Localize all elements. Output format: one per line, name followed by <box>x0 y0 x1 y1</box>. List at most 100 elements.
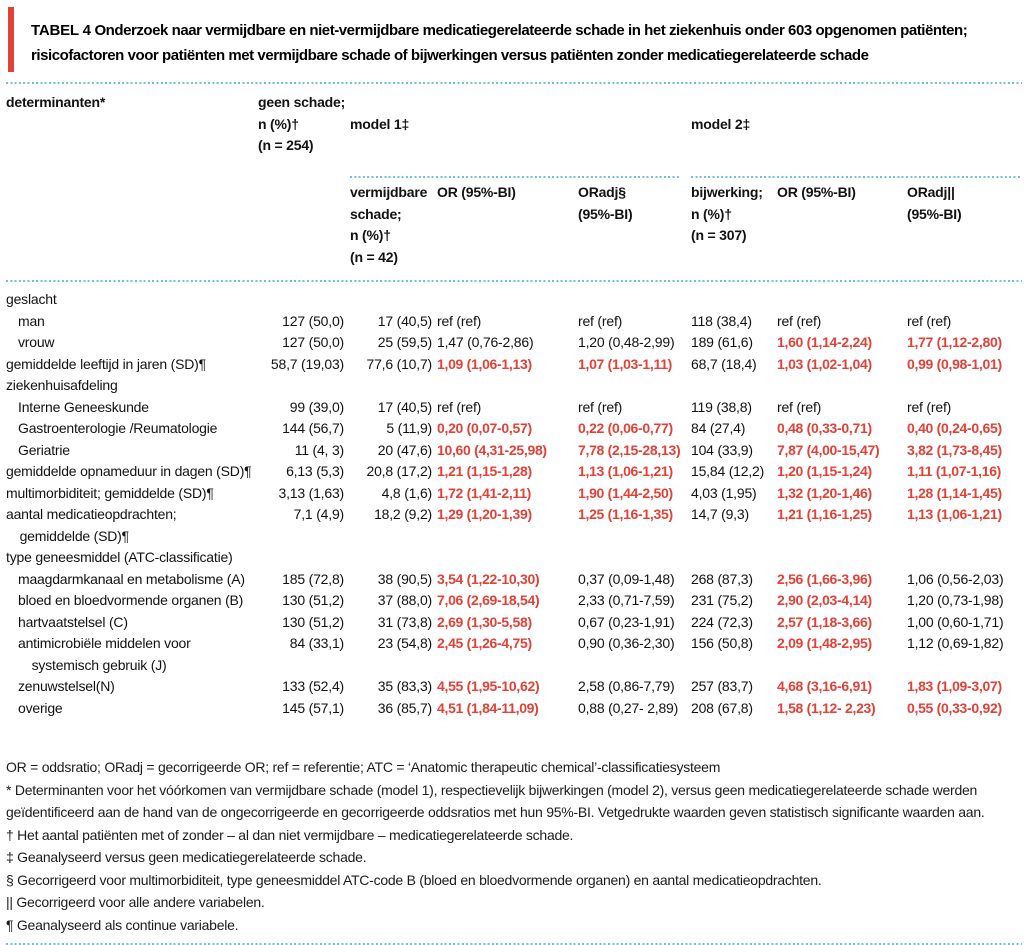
column-header-vermijdbare-schade: vermijdbare schade; n (%)† (n = 42) <box>350 184 428 265</box>
value-cell: 4,03 (1,95) <box>691 484 757 501</box>
title-block: TABEL 4 Onderzoek naar vermijdbare en ni… <box>8 0 1024 72</box>
significant-value-cell: 0,40 (0,24-0,65) <box>907 420 1002 436</box>
value-cell: 7,1 (4,9) <box>293 506 345 522</box>
significant-value-cell: 1,11 (1,07-1,16) <box>907 463 1002 479</box>
significant-value-cell: 1,77 (1,12-2,80) <box>907 334 1002 350</box>
group-header-model-2: model 2‡ <box>687 92 1022 178</box>
row-label: overige <box>18 699 63 716</box>
value-cell: 4,8 (1,6) <box>381 484 433 501</box>
value-cell: 104 (33,9) <box>691 441 753 458</box>
section-label: type geneesmiddel (ATC-classificatie) <box>6 549 233 565</box>
value-cell: 133 (52,4) <box>282 678 344 694</box>
value-cell: 130 (51,2) <box>282 613 344 630</box>
footnote: † Het aantal patiënten met of zonder – a… <box>6 826 574 843</box>
value-cell: 17 (40,5) <box>377 312 432 329</box>
column-header-or-model-1: OR (95%-BI) <box>437 184 516 200</box>
value-cell: 185 (72,8) <box>282 570 344 587</box>
significant-value-cell: 4,68 (3,16-6,91) <box>777 678 872 694</box>
value-cell: 18,2 (9,2) <box>374 506 432 522</box>
value-cell: 189 (61,6) <box>691 334 753 350</box>
sub-header-row: vermijdbare schade; n (%)† (n = 42) OR (… <box>6 178 1022 280</box>
value-cell: 0,67 (0,23-1,91) <box>578 613 675 630</box>
significant-value-cell: 1,21 (1,16-1,25) <box>777 506 872 522</box>
table-row: hartvaatstelsel (C) 130 (51,2) 31 (73,8) 2,… <box>6 612 1022 634</box>
table-row: maagdarmkanaal en metabolisme (A) 185 (72… <box>6 569 1022 591</box>
footnote: * Determinanten voor het vóórkomen van v… <box>6 781 985 821</box>
value-cell: 3,13 (1,63) <box>278 484 344 501</box>
column-header-oradj-model-1: ORadj§ (95%-BI) <box>578 184 633 222</box>
significant-value-cell: 1,07 (1,03-1,11) <box>578 355 673 372</box>
significant-value-cell: 10,60 (4,31-25,98) <box>437 441 547 458</box>
value-cell: 31 (73,8) <box>377 613 432 630</box>
significant-value-cell: 3,54 (1,22-10,30) <box>437 570 540 587</box>
value-cell: ref (ref) <box>907 312 952 329</box>
value-cell: 231 (75,2) <box>691 592 753 608</box>
value-cell: 17 (40,5) <box>377 398 432 415</box>
value-cell: 118 (38,4) <box>691 312 752 329</box>
significant-value-cell: 2,90 (2,03-4,14) <box>777 592 872 608</box>
row-label: man <box>18 312 45 329</box>
value-cell: 130 (51,2) <box>282 592 344 608</box>
significant-value-cell: 2,45 (1,26-4,75) <box>437 635 532 651</box>
row-label: antimicrobiële middelen voor systemisch … <box>18 635 191 673</box>
row-label: bloed en bloedvormende organen (B) <box>18 592 244 608</box>
value-cell: 2,58 (0,86-7,79) <box>578 678 675 694</box>
significant-value-cell: 1,72 (1,41-2,11) <box>437 484 532 501</box>
table-row: multimorbiditeit; gemiddelde (SD)¶ 3,13 (… <box>6 483 1022 505</box>
row-label: zenuwstelsel(N) <box>18 678 115 694</box>
significant-value-cell: 1,03 (1,02-1,04) <box>777 355 872 372</box>
value-cell: 11 (4, 3) <box>294 441 345 458</box>
value-cell: 58,7 (19,03) <box>270 355 344 372</box>
value-cell: 6,13 (5,3) <box>286 463 344 479</box>
section-label: ziekenhuisafdeling <box>6 377 118 393</box>
value-cell: 2,33 (0,71-7,59) <box>578 592 675 608</box>
group-label-model-2: model 2‡ <box>691 115 751 132</box>
significant-value-cell: 2,69 (1,30-5,58) <box>437 613 532 630</box>
significant-value-cell: 2,56 (1,66-3,96) <box>777 570 872 587</box>
value-cell: ref (ref) <box>578 398 623 415</box>
table-row: man 127 (50,0) 17 (40,5) ref (ref) ref (ref)… <box>6 311 1022 333</box>
value-cell: ref (ref) <box>437 398 482 415</box>
significant-value-cell: 0,48 (0,33-0,71) <box>777 420 872 436</box>
value-cell: 36 (85,7) <box>377 699 432 716</box>
column-header-oradj-model-2: ORadj|| (95%-BI) <box>907 184 962 222</box>
journal-table-figure: TABEL 4 Onderzoek naar vermijdbare en ni… <box>6 0 1024 945</box>
table-row: bloed en bloedvormende organen (B) 130 (5… <box>6 590 1022 612</box>
empty-cell <box>256 282 1022 311</box>
column-header-determinanten: determinanten* <box>6 94 106 110</box>
group-header-model-1: model 1‡ <box>346 92 687 178</box>
value-cell: ref (ref) <box>777 312 822 329</box>
value-cell: 15,84 (12,2) <box>691 463 765 479</box>
value-cell: 0,37 (0,09-1,48) <box>578 570 675 587</box>
value-cell: 1,20 (0,48-2,99) <box>578 334 675 350</box>
significant-value-cell: 4,51 (1,84-11,09) <box>437 699 539 716</box>
value-cell: 1,20 (0,73-1,98) <box>907 592 1004 608</box>
value-cell: 20 (47,6) <box>377 441 432 458</box>
value-cell: 208 (67,8) <box>691 699 753 716</box>
table-row: Gastroenterologie /Reumatologie 144 (56,7… <box>6 418 1022 440</box>
group-label-model-1: model 1‡ <box>350 115 410 132</box>
footnote: ¶ Geanalyseerd als continue variabele. <box>6 916 239 933</box>
divider-header <box>6 280 1022 282</box>
significant-value-cell: 1,32 (1,20-1,46) <box>777 484 872 501</box>
value-cell: 224 (72,3) <box>691 613 753 630</box>
significant-value-cell: 1,58 (1,12- 2,23) <box>777 699 876 716</box>
value-cell: 156 (50,8) <box>691 635 753 651</box>
value-cell: 1,12 (0,69-1,82) <box>907 635 1004 651</box>
significant-value-cell: 1,09 (1,06-1,13) <box>437 355 532 372</box>
section-row: ziekenhuisafdeling <box>6 375 1022 397</box>
row-label: gemiddelde opnameduur in dagen (SD)¶ <box>6 463 252 479</box>
table-title: TABEL 4 Onderzoek naar vermijdbare en ni… <box>31 7 1013 72</box>
significant-value-cell: 0,20 (0,07-0,57) <box>437 420 532 436</box>
significant-value-cell: 1,20 (1,15-1,24) <box>777 463 872 479</box>
table-row: antimicrobiële middelen voor systemisch … <box>6 633 1022 676</box>
value-cell: 1,00 (0,60-1,71) <box>907 613 1004 630</box>
table-row: zenuwstelsel(N) 133 (52,4) 35 (83,3) 4,55 (… <box>6 676 1022 698</box>
value-cell: ref (ref) <box>907 398 952 415</box>
group-underline-model-2 <box>691 176 1022 178</box>
section-row: type geneesmiddel (ATC-classificatie) <box>6 547 1022 569</box>
significant-value-cell: 1,28 (1,14-1,45) <box>907 484 1002 501</box>
significant-value-cell: 2,09 (1,48-2,95) <box>777 635 872 651</box>
table-row: Geriatrie 11 (4, 3) 20 (47,6) 10,60 (4,31-2… <box>6 440 1022 462</box>
table-row: Interne Geneeskunde 99 (39,0) 17 (40,5) ref… <box>6 397 1022 419</box>
